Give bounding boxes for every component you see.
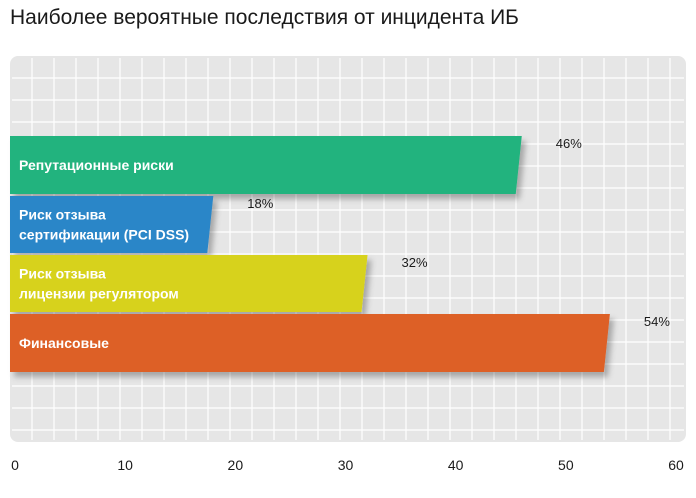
bar-label: Риск отзыва <box>19 266 106 282</box>
x-tick-label: 60 <box>668 457 684 473</box>
value-label: 54% <box>644 314 670 329</box>
bar-3 <box>10 255 368 312</box>
x-tick-label: 50 <box>558 457 574 473</box>
bar-label: Репутационные риски <box>19 157 174 173</box>
value-label: 46% <box>556 136 582 151</box>
chart-title: Наиболее вероятные последствия от инциде… <box>10 6 519 29</box>
bar-4 <box>10 314 610 372</box>
bar-label: лицензии регулятором <box>19 286 179 302</box>
bar-label: Финансовые <box>19 335 109 351</box>
x-tick-label: 0 <box>11 457 19 473</box>
value-label: 18% <box>247 196 273 211</box>
x-tick-label: 30 <box>338 457 354 473</box>
x-tick-label: 20 <box>228 457 244 473</box>
bar-1 <box>10 136 522 194</box>
value-label: 32% <box>402 255 428 270</box>
x-tick-label: 40 <box>448 457 464 473</box>
bar-label: Риск отзыва <box>19 207 106 223</box>
x-tick-label: 10 <box>117 457 133 473</box>
bar-2 <box>10 196 214 253</box>
bar-label: сертификации (PCI DSS) <box>19 227 189 243</box>
